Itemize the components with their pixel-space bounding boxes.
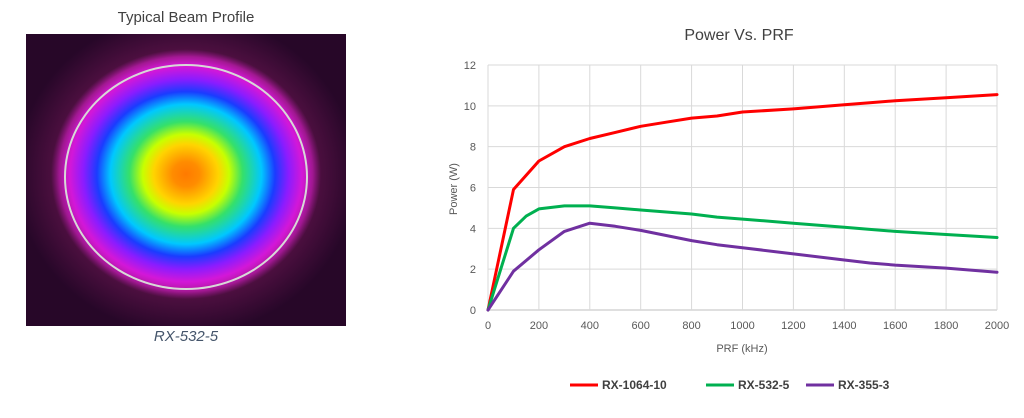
y-axis-title: Power (W) <box>448 163 460 215</box>
x-tick-label: 400 <box>581 320 599 332</box>
beam-profile-image <box>26 34 346 326</box>
x-tick-label: 1600 <box>883 320 907 332</box>
x-tick-label: 200 <box>530 320 548 332</box>
grid-layer <box>487 64 998 311</box>
series-line-rx-532-5 <box>486 204 999 312</box>
x-tick-label: 800 <box>682 320 700 332</box>
series-layer <box>486 93 999 312</box>
x-tick-label: 1200 <box>781 320 805 332</box>
x-tick-label: 2000 <box>985 320 1009 332</box>
beam-diameter-ring <box>64 64 308 290</box>
x-axis-title: PRF (kHz) <box>716 343 767 355</box>
legend-label: RX-532-5 <box>738 378 790 392</box>
tick-labels: 0 2 4 6 8 10 12 0 200 400 600 800 1000 1200 1400 1600 18… <box>464 60 1009 332</box>
x-tick-label: 0 <box>485 320 491 332</box>
y-tick-label: 4 <box>470 223 476 235</box>
series-line-rx-355-3 <box>486 221 999 312</box>
y-tick-label: 2 <box>470 264 476 276</box>
x-tick-label: 1800 <box>934 320 958 332</box>
y-tick-label: 6 <box>470 183 476 195</box>
beam-profile-caption: RX-532-5 <box>153 328 219 345</box>
x-tick-label: 1400 <box>832 320 856 332</box>
y-tick-label: 10 <box>464 101 476 113</box>
beam-profile-title: Typical Beam Profile <box>117 9 255 26</box>
legend: RX-1064-10 RX-532-5 RX-355-3 <box>570 378 890 392</box>
x-tick-label: 1000 <box>730 320 754 332</box>
y-tick-label: 12 <box>464 60 476 72</box>
series-line-rx-1064-10 <box>486 93 999 312</box>
legend-label: RX-1064-10 <box>602 378 667 392</box>
chart-title: Power Vs. PRF <box>684 27 794 44</box>
legend-label: RX-355-3 <box>838 378 890 392</box>
y-tick-label: 0 <box>470 305 476 317</box>
y-tick-label: 8 <box>470 142 476 154</box>
x-tick-label: 600 <box>632 320 650 332</box>
